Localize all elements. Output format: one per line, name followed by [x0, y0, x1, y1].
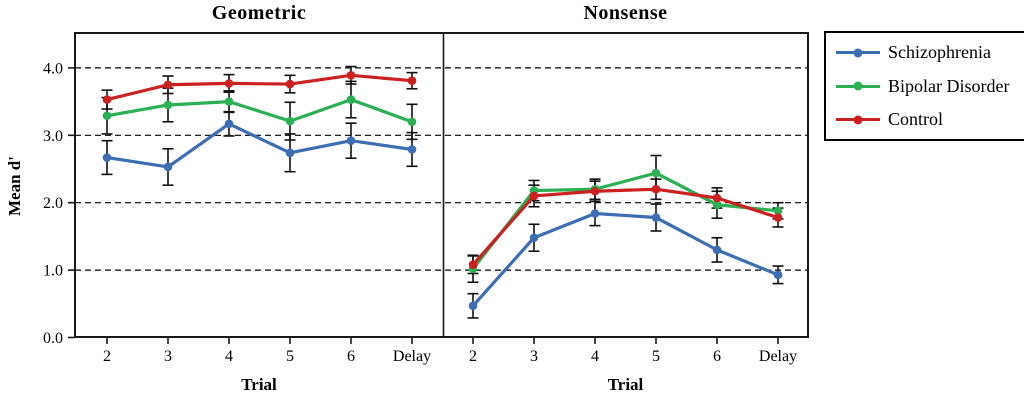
- data-point-control-nonsense: [468, 260, 478, 270]
- data-point-control-geometric: [346, 71, 356, 80]
- data-point-bipolar-disorder-geometric: [285, 116, 295, 126]
- data-point-schizophrenia-nonsense: [773, 270, 783, 280]
- x-tick-label: 2: [103, 348, 111, 365]
- x-tick-label: Delay: [759, 348, 797, 365]
- legend-bipolar-dot-icon: [853, 81, 863, 91]
- data-point-control-nonsense: [590, 186, 600, 196]
- x-tick-label: 4: [591, 348, 599, 365]
- x-axis-title-geometric: Trial: [241, 375, 277, 394]
- data-point-schizophrenia-nonsense: [529, 233, 539, 243]
- legend-schizophrenia-dot-icon: [853, 48, 863, 57]
- x-tick-label: 6: [713, 348, 721, 365]
- legend-item-bipolar-disorder: Bipolar Disorder: [836, 76, 1019, 97]
- data-point-schizophrenia-nonsense: [651, 213, 661, 222]
- x-tick-label: 5: [286, 348, 294, 365]
- legend-label-control: Control: [888, 109, 944, 129]
- series-line-schizophrenia-nonsense: [471, 211, 780, 308]
- data-point-schizophrenia-nonsense: [468, 301, 478, 311]
- legend-control-line-icon: [836, 115, 880, 124]
- data-point-schizophrenia-nonsense: [590, 209, 600, 218]
- x-tick-label: 2: [469, 348, 477, 365]
- data-point-bipolar-disorder-geometric: [224, 97, 234, 106]
- legend-item-schizophrenia: Schizophrenia: [836, 42, 1019, 63]
- data-point-schizophrenia-geometric: [224, 119, 234, 129]
- panel-title-nonsense: Nonsense: [583, 2, 668, 24]
- data-point-control-nonsense: [651, 184, 661, 194]
- legend: Schizophrenia Bipolar Disorder Control: [824, 31, 1024, 141]
- data-point-bipolar-disorder-geometric: [346, 95, 356, 104]
- x-tick-label: Delay: [393, 348, 431, 365]
- data-point-control-geometric: [407, 76, 417, 86]
- plot-border: [74, 32, 809, 338]
- data-point-schizophrenia-geometric: [102, 153, 112, 162]
- data-point-schizophrenia-geometric: [285, 148, 295, 158]
- x-tick-label: 3: [164, 348, 172, 365]
- data-point-schizophrenia-geometric: [346, 136, 356, 145]
- legend-label-schizophrenia: Schizophrenia: [888, 42, 991, 62]
- data-point-schizophrenia-geometric: [407, 145, 417, 154]
- data-point-bipolar-disorder-nonsense: [712, 200, 722, 210]
- series-line-schizophrenia-geometric: [105, 122, 414, 169]
- series-line-control-geometric: [105, 73, 414, 102]
- data-point-bipolar-disorder-geometric: [407, 117, 417, 127]
- data-point-control-nonsense: [773, 213, 783, 222]
- y-tick-label: 4.0: [43, 60, 63, 77]
- panel-title-geometric: Geometric: [211, 2, 307, 24]
- legend-bipolar-line-icon: [836, 81, 880, 91]
- series-line-bipolar-disorder-geometric: [105, 97, 414, 124]
- data-point-bipolar-disorder-nonsense: [651, 168, 661, 178]
- data-point-control-geometric: [163, 80, 173, 90]
- y-tick-label: 0.0: [43, 330, 63, 347]
- legend-schizophrenia-line-icon: [836, 48, 880, 57]
- x-tick-label: 5: [652, 348, 660, 365]
- legend-label-bipolar-disorder: Bipolar Disorder: [888, 75, 1010, 96]
- data-point-bipolar-disorder-geometric: [163, 100, 173, 110]
- x-tick-label: 3: [530, 348, 538, 365]
- data-point-control-nonsense: [529, 191, 539, 201]
- x-tick-label: 6: [347, 348, 355, 365]
- x-tick-label: 4: [225, 348, 233, 365]
- data-point-bipolar-disorder-geometric: [102, 111, 112, 121]
- legend-control-dot-icon: [853, 115, 863, 124]
- data-point-control-geometric: [285, 79, 295, 89]
- data-point-control-geometric: [102, 95, 112, 104]
- series-line-control-nonsense: [471, 187, 780, 267]
- data-point-control-geometric: [224, 79, 234, 88]
- y-tick-label: 2.0: [43, 195, 63, 212]
- data-point-schizophrenia-nonsense: [712, 245, 722, 255]
- legend-item-control: Control: [836, 109, 1019, 130]
- data-point-bipolar-disorder-nonsense: [773, 206, 783, 216]
- y-tick-label: 3.0: [43, 128, 63, 145]
- series-line-bipolar-disorder-nonsense: [471, 171, 780, 271]
- data-point-schizophrenia-geometric: [163, 162, 173, 172]
- data-point-control-nonsense: [712, 193, 722, 203]
- y-tick-label: 1.0: [43, 263, 63, 280]
- x-axis-title-nonsense: Trial: [607, 375, 644, 394]
